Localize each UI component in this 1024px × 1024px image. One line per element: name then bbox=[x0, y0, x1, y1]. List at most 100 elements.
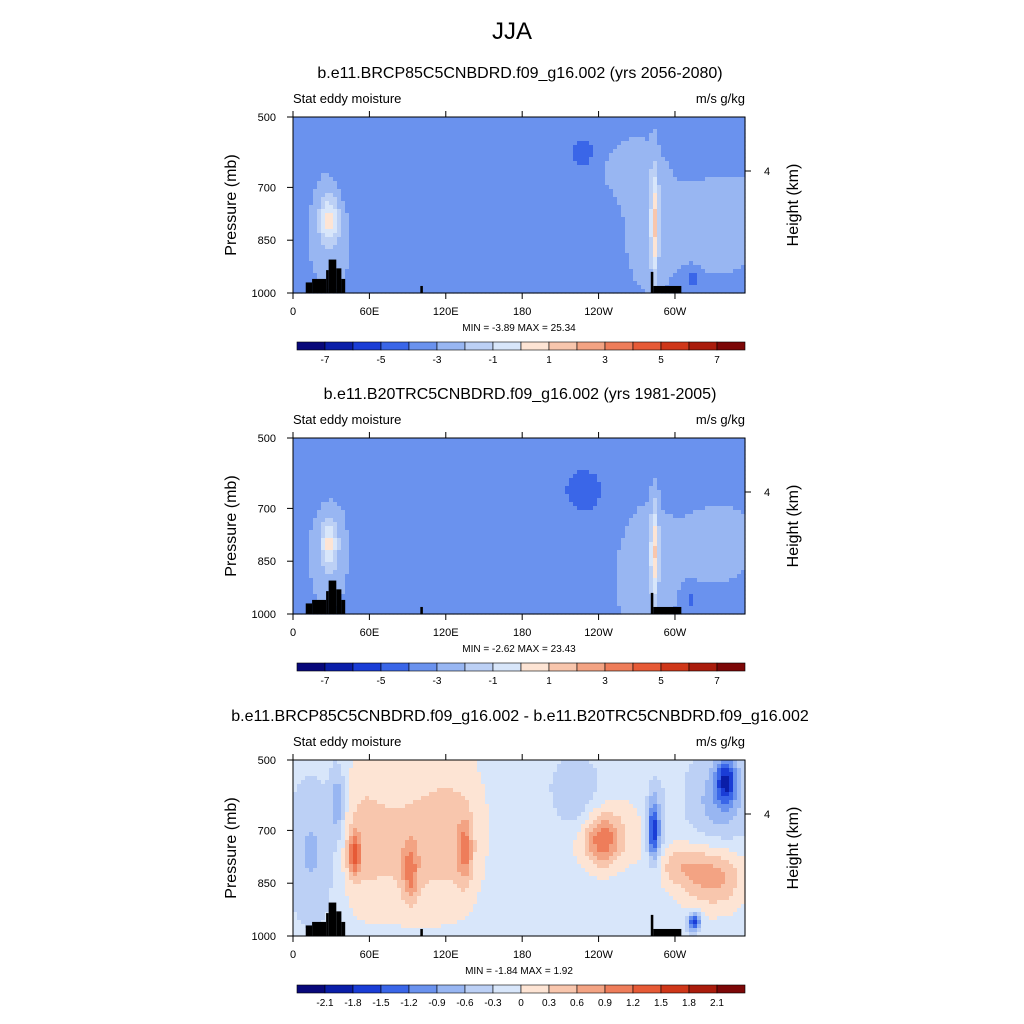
field-cell bbox=[433, 133, 438, 138]
field-cell bbox=[501, 253, 506, 258]
field-cell bbox=[325, 161, 330, 166]
field-cell bbox=[445, 197, 450, 202]
field-cell bbox=[365, 161, 370, 166]
field-cell bbox=[613, 121, 618, 126]
field-cell bbox=[665, 193, 670, 198]
field-cell bbox=[297, 257, 302, 262]
field-cell bbox=[297, 261, 302, 266]
field-cell bbox=[585, 237, 590, 242]
field-cell bbox=[501, 157, 506, 162]
field-cell bbox=[457, 265, 462, 270]
field-cell bbox=[565, 145, 570, 150]
y-axis-right-label: Height (km) bbox=[785, 164, 802, 247]
field-cell bbox=[661, 125, 666, 130]
field-cell bbox=[345, 269, 350, 274]
field-cell bbox=[509, 233, 514, 238]
field-cell bbox=[329, 125, 334, 130]
field-cell bbox=[637, 237, 642, 242]
field-cell bbox=[589, 189, 594, 194]
field-cell bbox=[673, 265, 678, 270]
field-cell bbox=[597, 133, 602, 138]
field-cell bbox=[685, 237, 690, 242]
field-cell bbox=[645, 261, 650, 266]
field-cell bbox=[409, 157, 414, 162]
field-cell bbox=[469, 173, 474, 178]
field-cell bbox=[393, 201, 398, 206]
field-cell bbox=[713, 213, 718, 218]
field-cell bbox=[481, 289, 486, 294]
field-cell bbox=[413, 261, 418, 266]
field-cell bbox=[573, 261, 578, 266]
field-cell bbox=[617, 149, 622, 154]
field-cell bbox=[561, 173, 566, 178]
field-cell bbox=[501, 205, 506, 210]
field-cell bbox=[597, 233, 602, 238]
field-cell bbox=[637, 173, 642, 178]
field-cell bbox=[517, 149, 522, 154]
field-cell bbox=[401, 193, 406, 198]
field-cell bbox=[669, 201, 674, 206]
field-cell bbox=[333, 221, 338, 226]
field-cell bbox=[429, 177, 434, 182]
field-cell bbox=[405, 157, 410, 162]
field-cell bbox=[713, 245, 718, 250]
field-cell bbox=[501, 169, 506, 174]
field-cell bbox=[485, 169, 490, 174]
field-cell bbox=[477, 145, 482, 150]
field-cell bbox=[329, 137, 334, 142]
field-cell bbox=[529, 253, 534, 258]
field-cell bbox=[529, 269, 534, 274]
field-cell bbox=[573, 289, 578, 294]
field-cell bbox=[621, 193, 626, 198]
field-cell bbox=[341, 169, 346, 174]
field-cell bbox=[393, 269, 398, 274]
field-cell bbox=[629, 273, 634, 278]
field-cell bbox=[529, 117, 534, 122]
field-cell bbox=[493, 281, 498, 286]
field-cell bbox=[621, 277, 626, 282]
field-cell bbox=[293, 289, 298, 294]
field-cell bbox=[373, 149, 378, 154]
field-cell bbox=[729, 253, 734, 258]
field-cell bbox=[473, 201, 478, 206]
field-cell bbox=[553, 125, 558, 130]
field-cell bbox=[337, 209, 342, 214]
field-cell bbox=[345, 241, 350, 246]
field-cell bbox=[553, 189, 558, 194]
field-cell bbox=[553, 121, 558, 126]
field-cell bbox=[493, 161, 498, 166]
field-cell bbox=[437, 149, 442, 154]
field-cell bbox=[677, 153, 682, 158]
field-cell bbox=[509, 289, 514, 294]
field-cell bbox=[481, 257, 486, 262]
field-cell bbox=[473, 261, 478, 266]
field-cell bbox=[685, 281, 690, 286]
field-cell bbox=[561, 117, 566, 122]
field-cell bbox=[705, 129, 710, 134]
field-cell bbox=[469, 209, 474, 214]
field-cell bbox=[717, 253, 722, 258]
field-cell bbox=[333, 205, 338, 210]
field-cell bbox=[301, 193, 306, 198]
field-cell bbox=[533, 213, 538, 218]
field-cell bbox=[741, 149, 746, 154]
field-cell bbox=[421, 117, 426, 122]
field-cell bbox=[329, 249, 334, 254]
field-cell bbox=[593, 153, 598, 158]
field-cell bbox=[609, 129, 614, 134]
field-cell bbox=[457, 261, 462, 266]
field-cell bbox=[293, 225, 298, 230]
field-cell bbox=[741, 269, 746, 274]
field-cell bbox=[557, 285, 562, 290]
field-cell bbox=[585, 185, 590, 190]
field-cell bbox=[609, 237, 614, 242]
field-cell bbox=[581, 197, 586, 202]
field-cell bbox=[641, 129, 646, 134]
field-cell bbox=[365, 173, 370, 178]
field-cell bbox=[641, 149, 646, 154]
field-cell bbox=[645, 281, 650, 286]
field-cell bbox=[301, 181, 306, 186]
field-cell bbox=[401, 145, 406, 150]
field-cell bbox=[641, 261, 646, 266]
field-cell bbox=[721, 133, 726, 138]
